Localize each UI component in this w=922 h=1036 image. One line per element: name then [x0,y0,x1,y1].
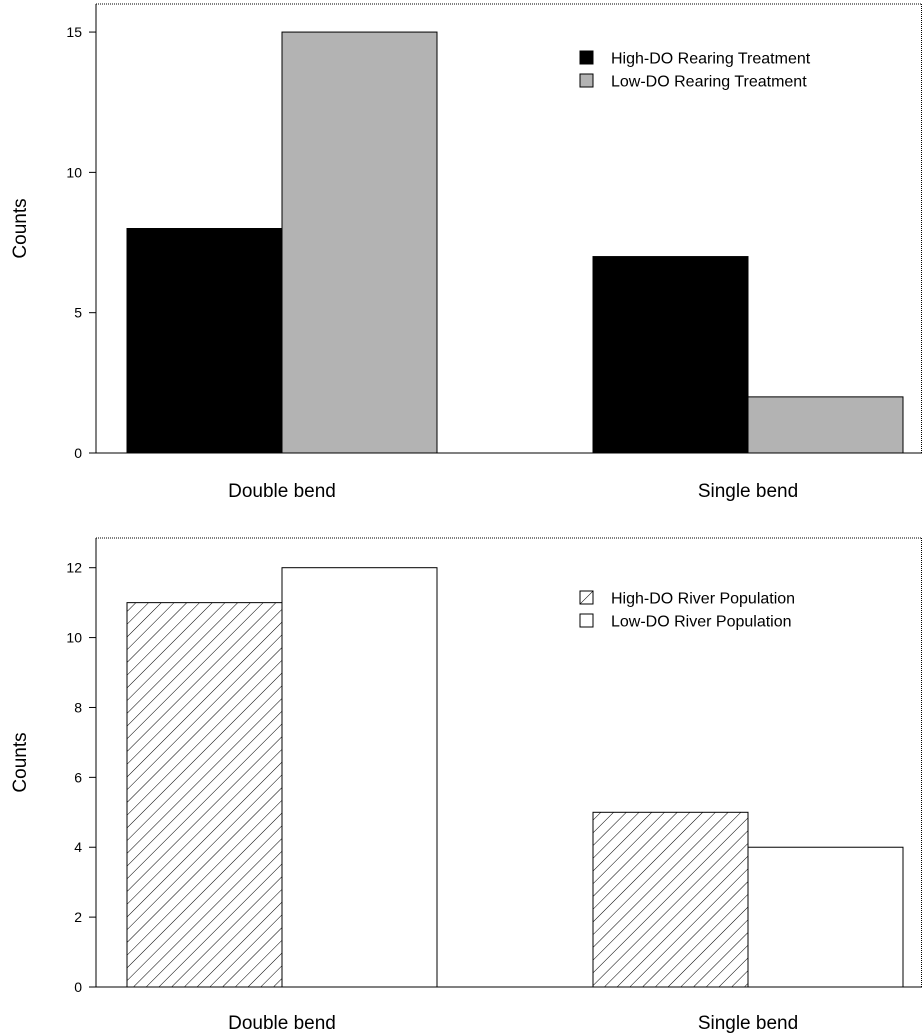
x-category-label: Single bend [698,1013,798,1034]
y-tick-label: 0 [74,445,82,461]
y-tick-label: 2 [74,909,82,925]
legend-label: Low-DO Rearing Treatment [611,74,807,91]
legend-swatch [579,590,594,605]
legend-label: Low-DO River Population [611,614,792,631]
y-tick-label: 12 [66,560,82,576]
bar [281,31,438,454]
y-tick-label: 5 [74,305,82,321]
y-tick-label: 6 [74,769,82,785]
legend-swatch [579,50,594,65]
y-tick-label: 10 [66,630,82,646]
bar [592,256,749,454]
x-category-label: Single bend [698,481,798,502]
legend-swatch [579,613,594,628]
x-category-label: Double bend [228,481,336,502]
y-tick-label: 15 [66,24,82,40]
chart-top: 0 5 10 15 Counts Double bend Single bend High-D… [10,3,922,502]
x-category-label: Double bend [228,1013,336,1034]
bar [126,602,283,988]
y-tick-label: 0 [74,979,82,995]
legend-label: High-DO Rearing Treatment [611,51,811,68]
bar [126,228,283,454]
legend-swatch [579,73,594,88]
bar [747,846,904,988]
chart-bottom: 0 2 4 6 8 10 12 Counts Double bend Single bend Hig… [10,537,922,1034]
y-axis-title: Counts [10,732,31,792]
legend-label: High-DO River Population [611,591,795,608]
y-tick-label: 10 [66,164,82,180]
bar [281,567,438,988]
bar [747,396,904,454]
y-tick-label: 4 [74,839,82,855]
bar [592,811,749,988]
y-axis-title: Counts [10,198,31,258]
y-tick-label: 8 [74,699,82,715]
